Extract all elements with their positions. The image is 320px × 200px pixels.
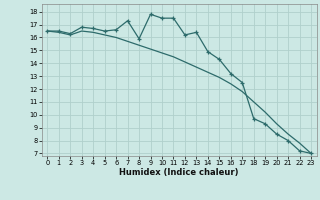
X-axis label: Humidex (Indice chaleur): Humidex (Indice chaleur) — [119, 168, 239, 177]
